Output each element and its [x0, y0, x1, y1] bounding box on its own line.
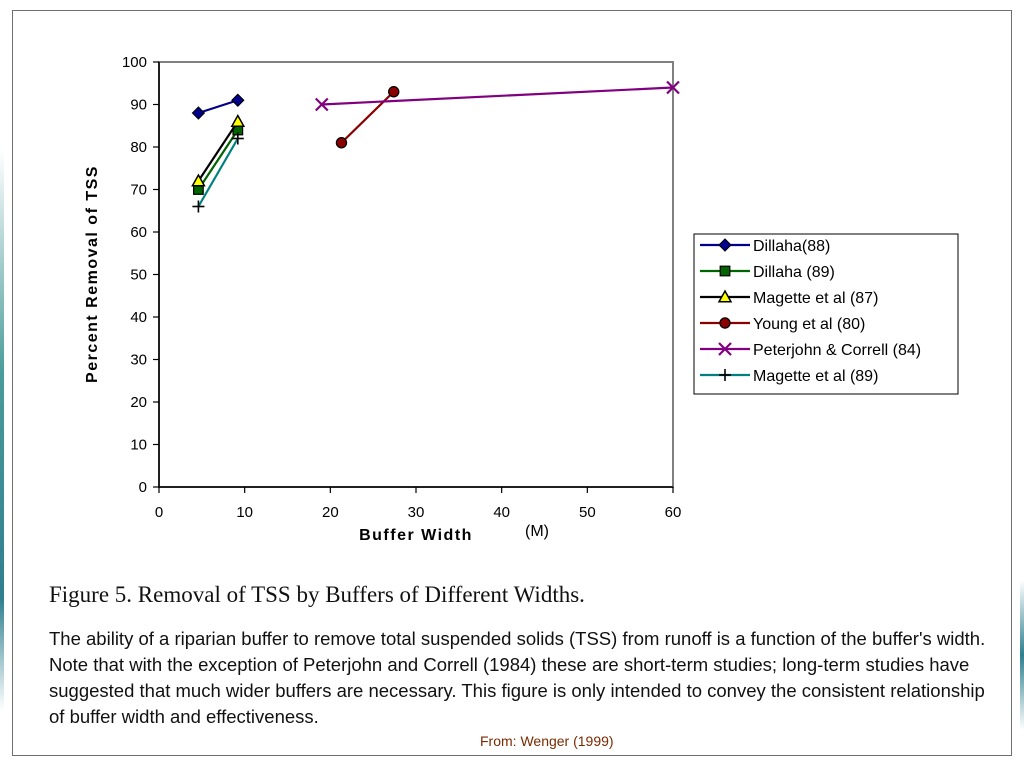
data-point-circle	[388, 86, 400, 98]
series-line-4	[340, 90, 395, 144]
data-point-plus	[192, 200, 205, 213]
source-credit: From: Wenger (1999)	[480, 733, 614, 749]
x-tick-label: 40	[493, 504, 510, 521]
y-tick-label: 20	[130, 394, 147, 411]
data-point-plus	[719, 369, 731, 381]
x-tick-label: 20	[322, 504, 339, 521]
data-point-square	[719, 265, 731, 277]
legend-label: Dillaha (89)	[753, 264, 835, 281]
legend-box	[693, 233, 959, 395]
legend-label: Young et al (80)	[753, 316, 865, 333]
y-tick-label: 90	[130, 97, 147, 114]
x-tick-label: 50	[579, 504, 596, 521]
data-point-diamond	[718, 238, 732, 252]
data-point-circle	[335, 137, 348, 149]
right-accent-bar	[1020, 580, 1024, 730]
y-tick-label: 40	[130, 309, 147, 326]
x-axis-title: Buffer Width	[359, 527, 473, 544]
series-line-5	[321, 86, 674, 106]
y-tick-label: 30	[130, 352, 147, 369]
data-point-triangle	[717, 289, 733, 303]
data-point-triangle	[230, 113, 246, 128]
y-tick-label: 80	[130, 139, 147, 156]
y-tick-label: 100	[122, 54, 147, 71]
data-point-plus	[231, 132, 244, 145]
y-tick-label: 0	[139, 479, 147, 496]
left-accent-bar	[0, 0, 6, 768]
legend-label: Magette et al (89)	[753, 368, 878, 385]
figure-caption: The ability of a riparian buffer to remo…	[49, 628, 986, 727]
legend-label: Dillaha(88)	[753, 238, 830, 255]
x-axis-unit: (M)	[525, 523, 549, 540]
data-point-x	[718, 342, 732, 356]
x-tick-label: 30	[408, 504, 425, 521]
legend-label: Magette et al (87)	[753, 290, 878, 307]
series-line-2	[197, 129, 239, 191]
x-tick-label: 10	[236, 504, 253, 521]
tss-removal-chart: 0 10 20 30 40 50 60 70 80 90 100 0 10 20 30 40 50 60 Buffe…	[84, 54, 959, 544]
figure-title: Figure 5. Removal of TSS by Buffers of D…	[49, 582, 585, 607]
series-line-3	[197, 120, 239, 182]
series-line-6	[197, 137, 239, 208]
legend-label: Peterjohn & Correll (84)	[753, 342, 921, 359]
series-line-1	[198, 99, 239, 115]
data-point-x	[666, 80, 680, 95]
y-tick-label: 50	[130, 267, 147, 284]
x-tick-label: 0	[155, 504, 163, 521]
x-tick-label: 60	[665, 504, 682, 521]
data-point-triangle	[191, 173, 206, 187]
data-point-diamond	[191, 106, 206, 120]
data-point-diamond	[231, 93, 245, 107]
y-axis-title: Percent Removal of TSS	[84, 165, 101, 383]
y-tick-label: 60	[130, 224, 147, 241]
data-point-circle	[719, 317, 731, 329]
y-tick-label: 70	[130, 182, 147, 199]
data-point-x	[314, 97, 329, 112]
y-tick-label: 10	[130, 437, 147, 454]
